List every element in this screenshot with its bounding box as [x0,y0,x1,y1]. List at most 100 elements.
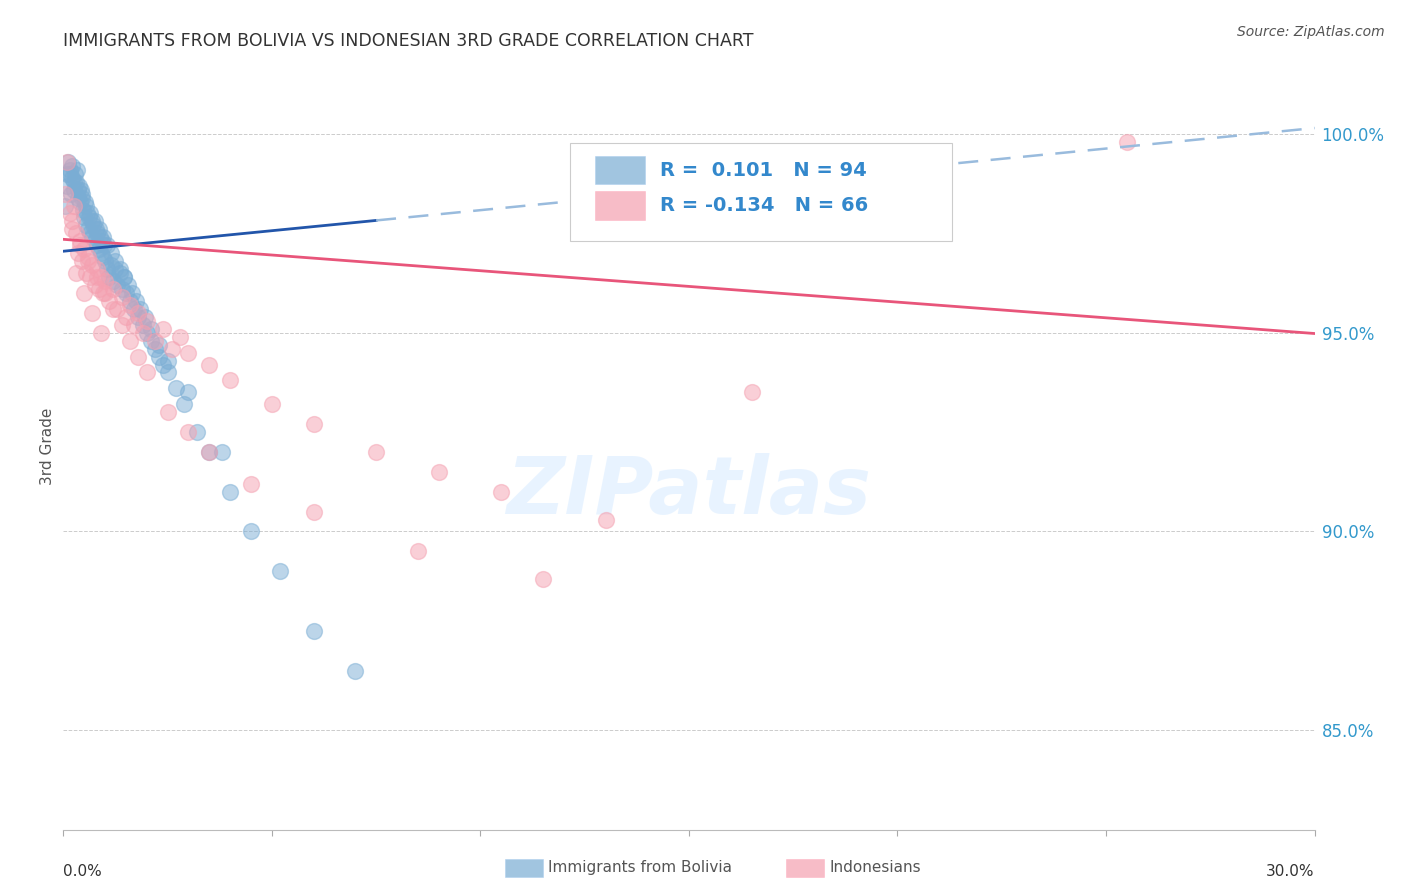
Point [82,219,104,233]
Point [302,417,325,431]
Point [104,262,127,277]
Point [302,624,325,638]
Point [86,270,108,285]
Point [70,254,93,268]
Point [73,211,96,225]
Point [66,246,89,260]
Point [91,285,114,300]
Point [135,314,157,328]
Point [122,301,145,316]
Point [531,572,554,586]
Point [186,425,208,439]
Point [84,222,107,236]
Point [125,293,148,308]
Point [60,170,83,185]
Point [143,342,166,356]
Point [53,186,76,201]
Y-axis label: 3rd Grade: 3rd Grade [39,408,55,484]
Point [93,238,115,252]
Point [491,484,513,499]
Point [96,262,118,277]
Point [160,342,183,356]
Point [94,254,117,268]
Point [139,322,162,336]
Point [89,230,111,244]
Point [56,154,79,169]
Point [98,293,121,308]
Point [156,405,179,419]
Point [269,564,291,578]
Point [118,298,141,312]
Point [135,326,157,340]
Point [107,278,129,293]
Point [83,214,105,228]
Point [94,285,117,300]
Point [82,306,104,320]
Point [98,270,121,285]
Point [75,198,97,212]
Point [82,258,104,272]
Point [198,358,221,372]
Point [60,214,83,228]
Point [100,246,122,260]
Point [69,235,91,249]
Point [595,512,617,526]
Point [76,206,98,220]
Point [90,235,112,249]
Point [63,167,86,181]
FancyBboxPatch shape [569,143,952,241]
Point [177,345,200,359]
Text: R =  0.101   N = 94: R = 0.101 N = 94 [661,161,868,180]
Point [58,206,80,220]
Point [127,310,149,324]
Point [127,350,149,364]
Point [60,222,83,236]
Text: 0.0%: 0.0% [63,864,103,880]
Text: Immigrants from Bolivia: Immigrants from Bolivia [548,861,733,875]
Point [69,194,91,209]
Point [79,270,101,285]
Point [239,476,263,491]
Point [53,198,76,212]
Point [143,334,166,348]
Point [219,373,242,387]
Point [69,238,91,252]
Point [117,278,139,293]
Point [66,183,89,197]
Point [108,266,131,280]
Point [86,238,108,252]
Point [62,198,84,212]
Point [77,211,100,225]
Point [87,242,110,256]
Point [75,219,97,233]
Point [169,329,191,343]
Point [131,318,153,332]
Point [103,301,125,316]
Point [62,175,84,189]
Point [66,191,89,205]
Text: IMMIGRANTS FROM BOLIVIA VS INDONESIAN 3RD GRADE CORRELATION CHART: IMMIGRANTS FROM BOLIVIA VS INDONESIAN 3R… [63,32,754,50]
Point [427,465,450,479]
Point [91,230,114,244]
Point [72,202,94,217]
Point [366,445,388,459]
Point [121,285,143,300]
Point [83,278,105,293]
Point [91,250,114,264]
Point [344,664,367,678]
Point [156,366,179,380]
Point [67,178,90,193]
Point [129,301,152,316]
Point [77,250,100,264]
Point [86,227,108,241]
Point [741,385,763,400]
Point [152,322,174,336]
Point [103,282,125,296]
Point [79,227,101,241]
Point [219,484,242,499]
Point [198,445,221,459]
Text: ZIPatlas: ZIPatlas [506,453,872,531]
Point [107,301,129,316]
FancyBboxPatch shape [595,156,645,185]
Point [165,381,187,395]
